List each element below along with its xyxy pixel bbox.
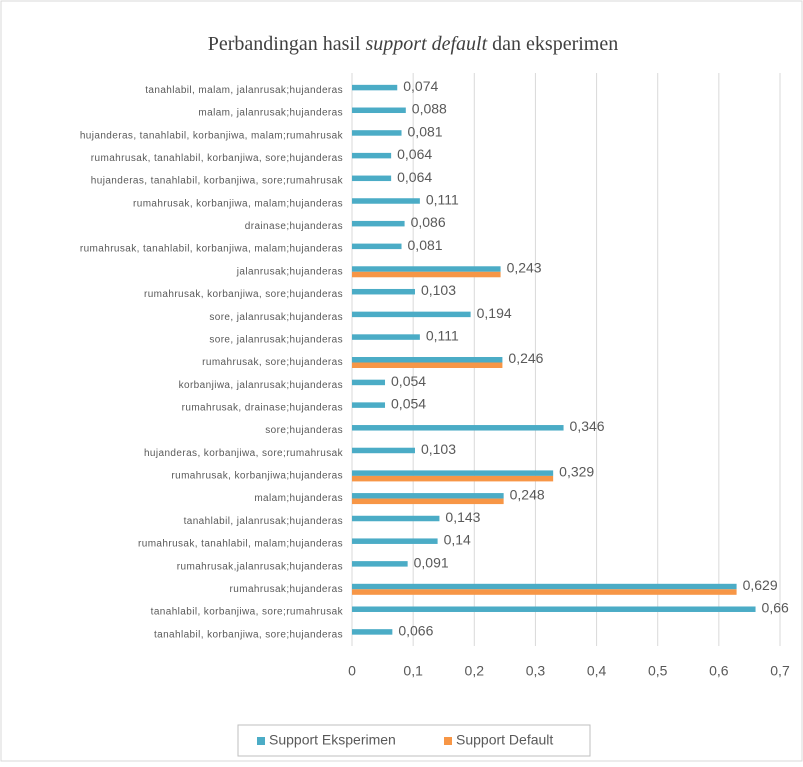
y-tick-label: korbanjiwa, jalanrusak;hujanderas bbox=[179, 380, 343, 391]
y-tick-label: malam, jalanrusak;hujanderas bbox=[198, 108, 343, 119]
bar bbox=[352, 493, 504, 499]
y-tick-label: hujanderas, tanahlabil, korbanjiwa, sore… bbox=[91, 176, 344, 187]
bar bbox=[352, 152, 392, 159]
bar bbox=[352, 515, 440, 522]
y-tick-label: jalanrusak;hujanderas bbox=[236, 266, 343, 277]
legend-label: Support Eksperimen bbox=[269, 732, 396, 748]
x-tick-label: 0,7 bbox=[770, 663, 790, 679]
legend-swatch bbox=[444, 737, 452, 745]
bar bbox=[352, 425, 564, 431]
legend-swatch bbox=[257, 737, 265, 745]
bar bbox=[352, 606, 756, 612]
data-label: 0,194 bbox=[477, 305, 512, 321]
x-tick-label: 0,4 bbox=[587, 663, 607, 679]
x-tick-label: 0,2 bbox=[465, 663, 485, 679]
bar bbox=[352, 334, 420, 340]
x-tick-label: 0,5 bbox=[648, 663, 668, 679]
data-label: 0,14 bbox=[444, 532, 471, 548]
bar bbox=[352, 220, 405, 227]
data-label: 0,103 bbox=[421, 441, 456, 457]
bar bbox=[352, 198, 420, 204]
bar bbox=[352, 288, 415, 295]
y-tick-label: rumahrusak, tanahlabil, korbanjiwa, sore… bbox=[91, 153, 343, 164]
x-tick-label: 0,1 bbox=[403, 663, 423, 679]
data-label: 0,243 bbox=[507, 259, 542, 275]
y-tick-label: rumahrusak, sore;hujanderas bbox=[202, 357, 343, 368]
y-tick-label: rumahrusak, korbanjiwa, sore;hujanderas bbox=[144, 289, 343, 300]
y-tick-label: sore, jalanrusak;hujanderas bbox=[209, 312, 343, 323]
data-label: 0,346 bbox=[570, 418, 605, 434]
data-label: 0,143 bbox=[445, 509, 480, 525]
legend-label: Support Default bbox=[456, 732, 553, 748]
y-tick-label: rumahrusak, korbanjiwa, malam;hujanderas bbox=[133, 198, 343, 209]
bar bbox=[352, 589, 737, 595]
data-label: 0,248 bbox=[510, 486, 545, 502]
y-tick-label: hujanderas, tanahlabil, korbanjiwa, mala… bbox=[80, 130, 344, 141]
data-label: 0,066 bbox=[398, 622, 433, 638]
bar bbox=[352, 561, 408, 567]
title-part: dan eksperimen bbox=[487, 33, 618, 55]
bar bbox=[352, 175, 392, 182]
x-tick-label: 0,3 bbox=[526, 663, 546, 679]
y-tick-label: rumahrusak, korbanjiwa;hujanderas bbox=[171, 471, 343, 482]
data-label: 0,064 bbox=[397, 146, 432, 162]
bar bbox=[352, 243, 402, 250]
bar bbox=[352, 266, 501, 272]
bar bbox=[352, 130, 402, 136]
bar bbox=[352, 538, 438, 544]
data-label: 0,629 bbox=[743, 577, 778, 593]
bar bbox=[352, 362, 503, 368]
bar bbox=[352, 357, 503, 363]
x-tick-label: 0,6 bbox=[709, 663, 729, 679]
data-label: 0,246 bbox=[508, 350, 543, 366]
data-label: 0,081 bbox=[408, 237, 443, 253]
data-label: 0,074 bbox=[403, 78, 438, 94]
y-tick-label: sore, jalanrusak;hujanderas bbox=[209, 334, 343, 345]
y-tick-label: hujanderas, korbanjiwa, sore;rumahrusak bbox=[144, 448, 344, 459]
legend-box bbox=[237, 724, 591, 757]
bar bbox=[352, 498, 504, 505]
title-part: support default bbox=[366, 33, 488, 55]
data-label: 0,091 bbox=[414, 554, 449, 570]
bar bbox=[352, 402, 386, 408]
data-label: 0,103 bbox=[421, 282, 456, 298]
data-label: 0,111 bbox=[426, 328, 459, 344]
bar bbox=[352, 311, 471, 318]
y-tick-label: tanahlabil, korbanjiwa, sore;rumahrusak bbox=[151, 607, 344, 618]
y-tick-label: tanahlabil, korbanjiwa, sore;hujanderas bbox=[154, 629, 343, 640]
y-tick-label: tanahlabil, jalanrusak;hujanderas bbox=[184, 516, 343, 527]
bar bbox=[352, 470, 554, 476]
y-tick-label: tanahlabil, malam, jalanrusak;hujanderas bbox=[145, 85, 343, 96]
x-tick-label: 0 bbox=[348, 663, 356, 679]
data-label: 0,086 bbox=[411, 214, 446, 230]
data-label: 0,081 bbox=[408, 123, 443, 139]
bar bbox=[352, 583, 737, 590]
y-tick-label: sore;hujanderas bbox=[265, 425, 343, 436]
data-label: 0,111 bbox=[426, 191, 459, 207]
bar bbox=[352, 447, 415, 454]
data-label: 0,088 bbox=[412, 101, 447, 117]
y-tick-label: malam;hujanderas bbox=[254, 493, 343, 504]
bar bbox=[352, 475, 554, 482]
y-tick-label: rumahrusak, tanahlabil, malam;hujanderas bbox=[138, 539, 343, 550]
y-tick-label: rumahrusak,jalanrusak;hujanderas bbox=[177, 561, 343, 572]
chart-title: Perbandingan hasil support default dan e… bbox=[208, 33, 619, 55]
bar bbox=[352, 379, 386, 386]
y-tick-label: rumahrusak, tanahlabil, korbanjiwa, mala… bbox=[80, 244, 343, 255]
y-tick-label: rumahrusak;hujanderas bbox=[230, 584, 343, 595]
bar bbox=[352, 271, 501, 278]
data-label: 0,66 bbox=[762, 600, 789, 616]
title-part: Perbandingan hasil bbox=[208, 33, 366, 55]
y-tick-label: rumahrusak, drainase;hujanderas bbox=[182, 403, 343, 414]
bar bbox=[352, 84, 398, 91]
bar bbox=[352, 629, 393, 635]
data-label: 0,054 bbox=[391, 396, 426, 412]
y-tick-label: drainase;hujanderas bbox=[245, 221, 343, 232]
data-label: 0,329 bbox=[559, 464, 594, 480]
data-label: 0,054 bbox=[391, 373, 426, 389]
data-label: 0,064 bbox=[397, 169, 432, 185]
bar bbox=[352, 107, 406, 114]
